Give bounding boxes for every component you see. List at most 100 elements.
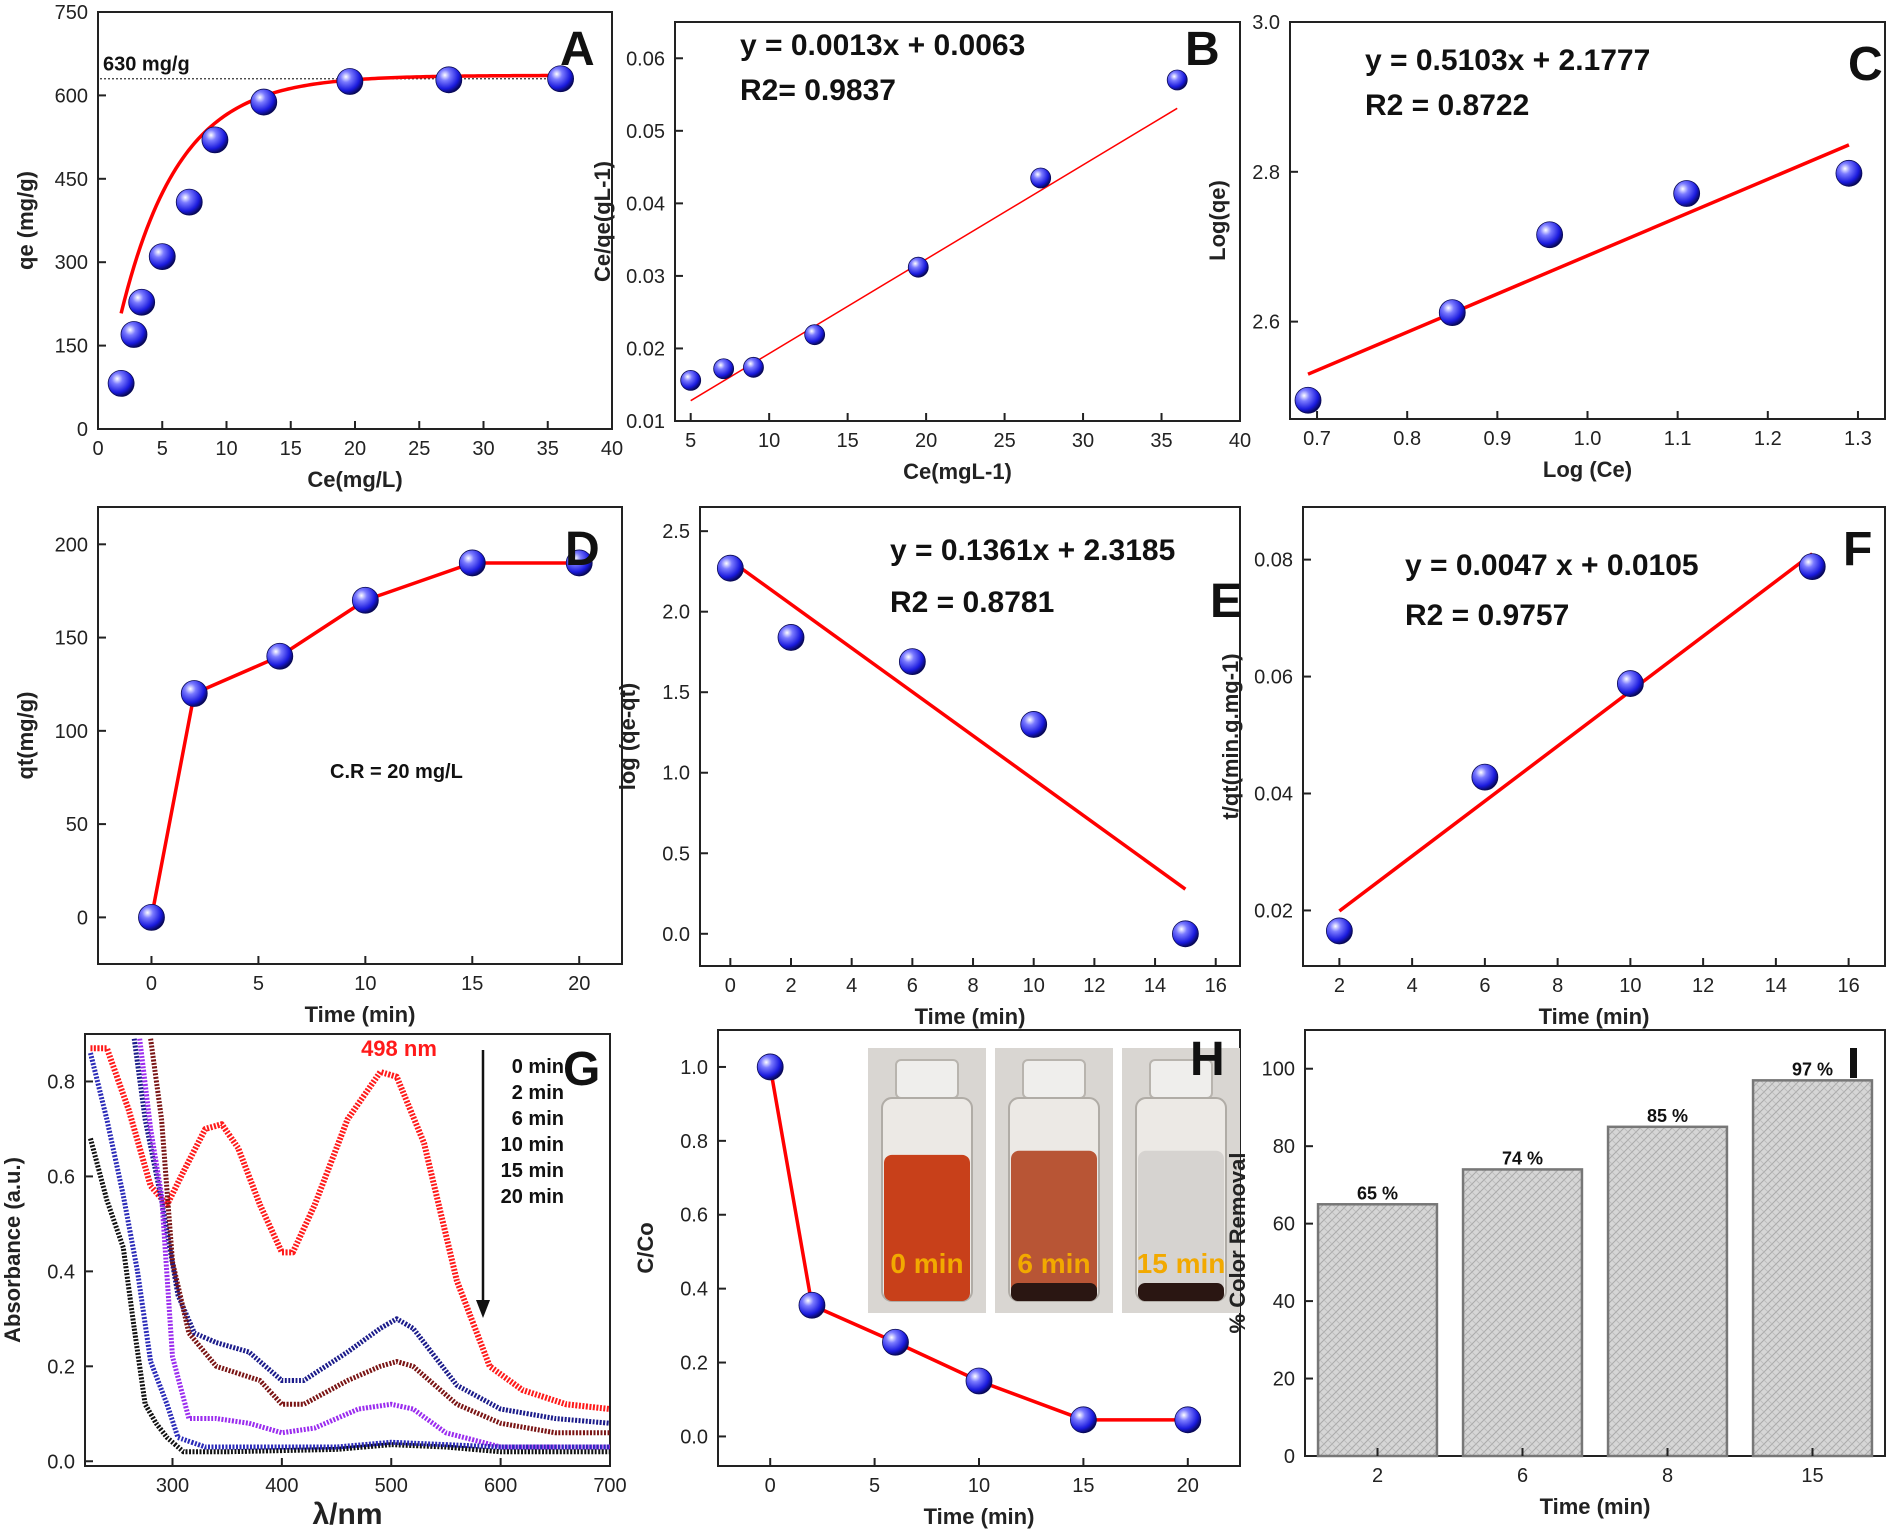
spectrum-series: [137, 1038, 610, 1450]
vial-residue: [1011, 1283, 1097, 1301]
x-tick-label: 35: [537, 438, 559, 460]
y-tick-label: 0.03: [626, 266, 665, 288]
x-tick-label: 6: [1517, 1465, 1528, 1487]
vial-neck: [1022, 1059, 1086, 1099]
x-axis-label: Ce(mgL-1): [903, 459, 1012, 484]
x-axis-label: Ce(mg/L): [307, 467, 402, 492]
y-tick-label: 0.6: [680, 1205, 708, 1227]
bar-value-label: 97 %: [1792, 1059, 1833, 1079]
plot-frame: [674, 21, 1241, 422]
fit-equation: y = 0.0047 x + 0.0105: [1405, 549, 1699, 582]
y-tick-label: 150: [55, 336, 88, 358]
legend-entry: 0 min: [512, 1056, 564, 1078]
x-tick-label: 25: [408, 438, 430, 460]
data-point: [1536, 221, 1564, 249]
data-point: [266, 642, 294, 670]
panel-a: 0 5 10 15 20 25 30 35 40 0 150 300 450 600 750 Ce(mg/L)…: [13, 2, 623, 492]
x-tick-label: 10: [215, 438, 237, 460]
x-tick-label: 15: [1801, 1465, 1823, 1487]
x-tick-label: 10: [1619, 975, 1641, 997]
vial-neck: [895, 1059, 959, 1099]
concentration-annotation: C.R = 20 mg/L: [330, 761, 463, 783]
data-point: [1174, 1406, 1202, 1434]
x-tick-label: 5: [869, 1475, 880, 1497]
panel-letter-bar: [1850, 1048, 1857, 1078]
spectrum-series: [148, 1038, 610, 1436]
bar: [1316, 1203, 1439, 1458]
y-tick-label: 2.6: [1252, 312, 1280, 334]
data-point: [565, 549, 593, 577]
panel-letter: E: [1210, 575, 1242, 628]
data-point: [1673, 180, 1701, 207]
legend-entry: 15 min: [501, 1160, 564, 1182]
data-point: [458, 549, 486, 577]
x-tick-label: 40: [1229, 430, 1251, 452]
x-tick-label: 25: [993, 430, 1015, 452]
y-tick-label: 0: [77, 907, 88, 929]
y-tick-label: 0.06: [1254, 667, 1293, 689]
y-tick-label: 0.0: [680, 1426, 708, 1448]
data-point: [336, 68, 364, 95]
data-point: [1020, 711, 1048, 738]
panel-g: 300 400 500 600 700 0.0 0.2 0.4 0.6 0.8 λ/nm Absorb…: [0, 1033, 627, 1530]
x-tick-label: 30: [1072, 430, 1094, 452]
x-tick-label: 1.0: [1574, 428, 1602, 450]
data-point: [965, 1367, 993, 1395]
bar: [1606, 1125, 1729, 1458]
x-tick-label: 14: [1144, 975, 1166, 997]
spectrum-series: [88, 1052, 610, 1450]
y-axis-label: % Color Removal: [1225, 1153, 1250, 1334]
fit-equation: y = 0.0013x + 0.0063: [740, 29, 1025, 62]
time-arrow-head: [476, 1300, 490, 1318]
x-tick-label: 0.9: [1483, 428, 1511, 450]
panel-b: 5 10 15 20 25 30 35 400.010.020.030.040.050.06C…: [590, 21, 1251, 484]
y-axis-label: Ce/qe(gL-1): [590, 161, 615, 282]
data-point: [1438, 299, 1466, 327]
data-point: [716, 554, 744, 582]
x-tick-label: 1.3: [1844, 428, 1872, 450]
fit-line: [690, 107, 1178, 402]
x-tick-label: 15: [837, 430, 859, 452]
y-tick-label: 0.8: [680, 1131, 708, 1153]
data-point: [882, 1328, 909, 1356]
x-tick-label: 8: [1662, 1465, 1673, 1487]
legend-entry: 2 min: [512, 1082, 564, 1104]
x-tick-label: 5: [157, 438, 168, 460]
x-axis-label: Time (min): [1540, 1494, 1651, 1519]
vial-liquid: [1011, 1150, 1097, 1301]
data-point: [547, 65, 574, 93]
panel-letter: C: [1848, 38, 1883, 91]
plot-frame: [1304, 1029, 1886, 1457]
bar: [1751, 1079, 1874, 1458]
spectrum-series: [131, 1038, 611, 1426]
data-point: [175, 188, 203, 216]
data-point: [1471, 763, 1499, 791]
x-tick-label: 500: [375, 1475, 408, 1497]
panel-letter: G: [563, 1043, 600, 1096]
data-point: [713, 358, 735, 380]
plateau-label: 630 mg/g: [103, 54, 190, 76]
x-axis-label: Time (min): [1539, 1004, 1650, 1029]
x-tick-label: 5: [253, 973, 264, 995]
y-tick-label: 2.5: [662, 521, 690, 543]
y-tick-label: 0.06: [626, 48, 665, 70]
data-point: [907, 256, 929, 278]
data-point: [1030, 167, 1052, 189]
vial-label: 15 min: [1137, 1248, 1226, 1279]
x-tick-label: 2: [1372, 1465, 1383, 1487]
data-point: [138, 903, 165, 931]
x-tick-label: 2: [1334, 975, 1345, 997]
x-tick-label: 1.1: [1664, 428, 1692, 450]
data-point: [680, 369, 702, 391]
data-point: [756, 1053, 784, 1081]
x-tick-label: 15: [461, 973, 483, 995]
y-tick-label: 100: [55, 721, 88, 743]
y-tick-label: 0.0: [662, 924, 690, 946]
y-axis-label: t/qt(min.g.mg-1): [1218, 653, 1243, 819]
bar: [1461, 1168, 1584, 1458]
y-tick-label: 0.4: [680, 1279, 708, 1301]
data-point: [777, 624, 805, 651]
bar-value-label: 74 %: [1502, 1148, 1543, 1168]
x-tick-label: 20: [344, 438, 366, 460]
